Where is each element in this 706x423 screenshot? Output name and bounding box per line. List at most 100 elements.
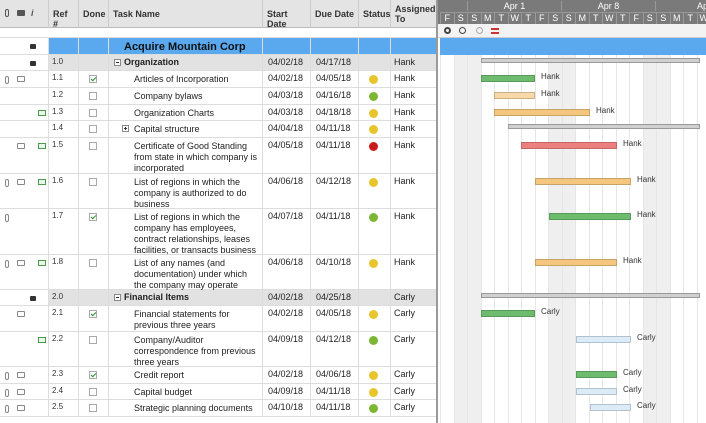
task-header[interactable]: Task Name [108, 0, 262, 28]
attachment-icon[interactable] [5, 179, 9, 187]
done-header[interactable]: Done [78, 0, 108, 28]
cell-border [262, 367, 263, 384]
email-icon[interactable] [38, 337, 46, 343]
zoom-in-icon[interactable] [459, 27, 466, 34]
due-date: 04/11/18 [316, 140, 351, 150]
comment-icon[interactable] [17, 260, 25, 266]
ref-cell: 2.0 [52, 292, 64, 301]
status-indicator [369, 388, 378, 397]
attachment-icon[interactable] [5, 214, 9, 222]
email-icon[interactable] [38, 110, 46, 116]
gantt-bar[interactable] [535, 259, 617, 266]
comment-icon[interactable] [17, 179, 25, 185]
done-checkbox[interactable] [89, 92, 97, 100]
attachment-icon[interactable] [5, 389, 9, 397]
start-date: 04/07/18 [268, 211, 304, 221]
gantt-bar[interactable] [494, 109, 590, 116]
due-date: 04/17/18 [316, 57, 352, 67]
status-indicator [369, 404, 378, 413]
day-column [656, 38, 670, 423]
ref-cell: 1.1 [52, 73, 64, 82]
comment-icon[interactable] [17, 76, 25, 82]
ref-cell: 1.4 [52, 123, 64, 132]
done-checkbox[interactable] [89, 109, 97, 117]
gantt-bar[interactable] [590, 404, 631, 411]
ref-cell: 1.0 [52, 57, 64, 66]
gantt-bar[interactable] [549, 213, 631, 220]
attachment-icon[interactable] [5, 372, 9, 380]
done-checkbox[interactable] [89, 125, 97, 133]
done-checkbox[interactable] [89, 388, 97, 396]
attachment-icon[interactable] [5, 76, 9, 84]
due-date: 04/11/18 [316, 386, 351, 396]
cell-border [262, 138, 263, 174]
done-checkbox[interactable] [89, 75, 97, 83]
day-column [696, 38, 706, 423]
cell-border [48, 121, 49, 138]
cell-border [310, 306, 311, 332]
zoom-out-icon[interactable] [476, 27, 483, 34]
gantt-bar[interactable] [481, 75, 535, 82]
comment-icon[interactable] [17, 143, 25, 149]
done-checkbox[interactable] [89, 178, 97, 186]
done-checkbox[interactable] [89, 371, 97, 379]
gantt-bar[interactable] [576, 336, 631, 343]
cell-border [262, 400, 263, 417]
cell-border [310, 384, 311, 400]
collapse-minus [116, 297, 119, 298]
done-checkbox[interactable] [89, 142, 97, 150]
comment-icon[interactable] [17, 405, 25, 411]
cell-border [78, 400, 79, 417]
email-icon[interactable] [38, 179, 46, 185]
day-column [534, 38, 549, 423]
critical-path-icon[interactable] [491, 28, 499, 34]
cell-border [390, 290, 391, 306]
cell-border [108, 384, 109, 400]
assigned-header[interactable]: Assigned To [390, 0, 436, 28]
due-header[interactable]: Due Date [310, 0, 358, 28]
comment-icon[interactable] [17, 372, 25, 378]
assigned-to: Carly [394, 402, 416, 412]
ref-cell: 1.3 [52, 107, 64, 116]
start-header[interactable]: Start Date [262, 0, 310, 29]
day-label: F [629, 12, 643, 24]
gantt-bar[interactable] [576, 388, 617, 395]
cell-border [262, 209, 263, 255]
cell-border [358, 367, 359, 384]
gantt-bar[interactable] [481, 310, 535, 317]
cell-border [262, 290, 263, 306]
ref-cell: 1.2 [52, 90, 64, 99]
gantt-bar-label: Hank [596, 106, 615, 115]
due-date: 04/11/18 [316, 402, 351, 412]
day-label: S [656, 12, 670, 24]
done-checkbox[interactable] [89, 336, 97, 344]
cell-border [390, 105, 391, 121]
cell-border [108, 290, 109, 306]
grid-header [0, 0, 438, 28]
cell-border [358, 55, 359, 71]
gantt-bar[interactable] [576, 371, 617, 378]
day-column [615, 38, 630, 423]
done-checkbox[interactable] [89, 310, 97, 318]
ref-header[interactable]: Ref # [48, 0, 78, 29]
done-checkbox[interactable] [89, 213, 97, 221]
status-header[interactable]: Status [358, 0, 391, 28]
cell-border [390, 400, 391, 417]
comment-icon[interactable] [17, 389, 25, 395]
gantt-bar[interactable] [535, 178, 631, 185]
email-icon[interactable] [38, 260, 46, 266]
collapse-minus [116, 62, 119, 63]
cell-border [262, 105, 263, 121]
gantt-bar[interactable] [494, 92, 535, 99]
attachment-icon[interactable] [5, 260, 9, 268]
gantt-project-band [440, 38, 706, 55]
comment-icon[interactable] [17, 311, 25, 317]
done-checkbox[interactable] [89, 404, 97, 412]
email-icon[interactable] [38, 143, 46, 149]
cell-border [310, 332, 311, 367]
cell-border [262, 88, 263, 105]
done-checkbox[interactable] [89, 259, 97, 267]
settings-icon[interactable] [444, 27, 451, 34]
attachment-icon[interactable] [5, 405, 9, 413]
gantt-bar[interactable] [521, 142, 617, 149]
